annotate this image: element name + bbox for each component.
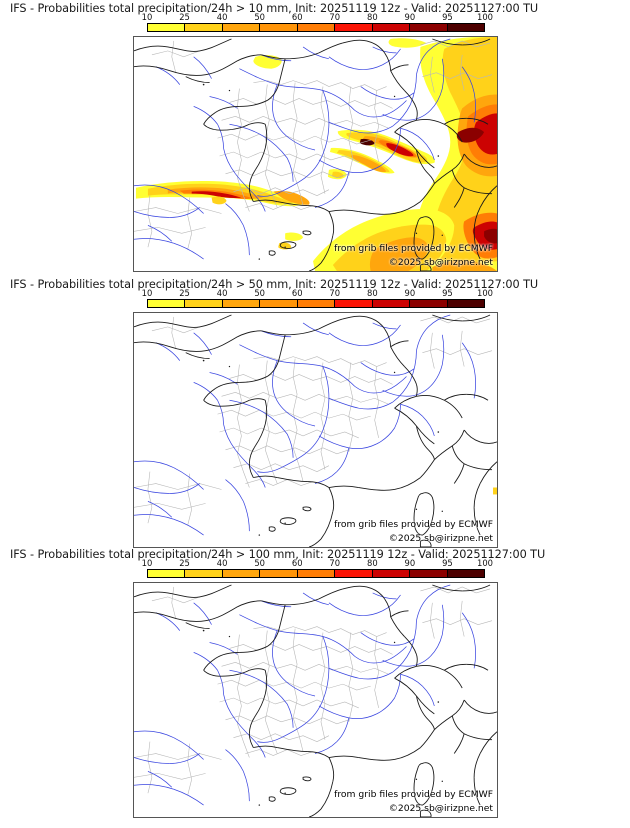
colorbar-segment-50-60 bbox=[260, 24, 298, 31]
colorbar-segment-50-60 bbox=[260, 570, 298, 577]
colorbar-segment-60-70 bbox=[297, 24, 336, 31]
colorbar-bar bbox=[147, 23, 485, 32]
colorbar-tick-80: 80 bbox=[366, 558, 378, 568]
colorbar-tick-90: 90 bbox=[404, 558, 416, 568]
colorbar-segment-10-25 bbox=[148, 300, 186, 307]
colorbar: 10 25 40 50 60 70 80 90 95 100 bbox=[142, 12, 493, 34]
colorbar-segment-80-90 bbox=[372, 570, 411, 577]
map-canvas bbox=[134, 314, 497, 547]
colorbar-segment-40-50 bbox=[222, 570, 261, 577]
colorbar: 10 25 40 50 60 70 80 90 95 100 bbox=[142, 558, 493, 580]
colorbar-segment-60-70 bbox=[297, 300, 336, 307]
colorbar-segment-95-100 bbox=[447, 24, 484, 31]
source-note: from grib files provided by ECMWF bbox=[334, 789, 493, 800]
colorbar-segment-70-80 bbox=[335, 24, 373, 31]
colorbar-segment-90-95 bbox=[410, 570, 448, 577]
colorbar-tick-95: 95 bbox=[442, 12, 453, 22]
copyright-note: ©2025 sb@irizpne.net bbox=[388, 257, 493, 268]
colorbar-segment-10-25 bbox=[148, 24, 186, 31]
colorbar-tick-40: 40 bbox=[216, 12, 228, 22]
colorbar-tick-90: 90 bbox=[404, 12, 416, 22]
colorbar-ticks: 10 25 40 50 60 70 80 90 95 100 bbox=[142, 288, 493, 299]
colorbar-tick-50: 50 bbox=[254, 288, 265, 298]
copyright-note: ©2025 sb@irizpne.net bbox=[388, 533, 493, 544]
colorbar-tick-60: 60 bbox=[291, 12, 303, 22]
panel-title: IFS - Probabilities total precipitation/… bbox=[10, 2, 539, 15]
colorbar-tick-100: 100 bbox=[477, 12, 493, 22]
map-canvas bbox=[134, 584, 497, 817]
colorbar-segment-10-25 bbox=[148, 570, 186, 577]
colorbar-segment-90-95 bbox=[410, 24, 448, 31]
colorbar: 10 25 40 50 60 70 80 90 95 100 bbox=[142, 288, 493, 310]
panel-10mm: IFS - Probabilities total precipitation/… bbox=[0, 0, 630, 276]
panel-100mm: IFS - Probabilities total precipitation/… bbox=[0, 546, 630, 822]
precip-field bbox=[493, 487, 497, 495]
colorbar-segment-25-40 bbox=[185, 570, 223, 577]
colorbar-bar bbox=[147, 569, 485, 578]
colorbar-tick-70: 70 bbox=[329, 12, 341, 22]
map-50mm[interactable]: from grib files provided by ECMWF ©2025 … bbox=[133, 312, 498, 548]
colorbar-tick-25: 25 bbox=[179, 12, 190, 22]
colorbar-segment-70-80 bbox=[335, 300, 373, 307]
panel-50mm: IFS - Probabilities total precipitation/… bbox=[0, 276, 630, 552]
map-10mm[interactable]: from grib files provided by ECMWF ©2025 … bbox=[133, 36, 498, 272]
colorbar-tick-50: 50 bbox=[254, 558, 265, 568]
colorbar-segment-95-100 bbox=[447, 570, 484, 577]
colorbar-segment-70-80 bbox=[335, 570, 373, 577]
colorbar-tick-90: 90 bbox=[404, 288, 416, 298]
colorbar-tick-100: 100 bbox=[477, 558, 493, 568]
colorbar-segment-80-90 bbox=[372, 300, 411, 307]
colorbar-tick-10: 10 bbox=[141, 288, 153, 298]
colorbar-tick-40: 40 bbox=[216, 288, 228, 298]
colorbar-tick-60: 60 bbox=[291, 288, 303, 298]
colorbar-tick-70: 70 bbox=[329, 558, 341, 568]
panel-title: IFS - Probabilities total precipitation/… bbox=[10, 548, 546, 561]
source-note: from grib files provided by ECMWF bbox=[334, 243, 493, 254]
colorbar-ticks: 10 25 40 50 60 70 80 90 95 100 bbox=[142, 12, 493, 23]
colorbar-tick-95: 95 bbox=[442, 288, 453, 298]
source-note: from grib files provided by ECMWF bbox=[334, 519, 493, 530]
colorbar-bar bbox=[147, 299, 485, 308]
panel-title: IFS - Probabilities total precipitation/… bbox=[10, 278, 539, 291]
colorbar-tick-10: 10 bbox=[141, 558, 153, 568]
colorbar-tick-60: 60 bbox=[291, 558, 303, 568]
colorbar-segment-95-100 bbox=[447, 300, 484, 307]
colorbar-tick-40: 40 bbox=[216, 558, 228, 568]
map-canvas bbox=[134, 37, 497, 271]
colorbar-tick-25: 25 bbox=[179, 558, 190, 568]
colorbar-segment-90-95 bbox=[410, 300, 448, 307]
colorbar-segment-40-50 bbox=[222, 24, 261, 31]
colorbar-tick-50: 50 bbox=[254, 12, 265, 22]
map-100mm[interactable]: from grib files provided by ECMWF ©2025 … bbox=[133, 582, 498, 818]
colorbar-tick-80: 80 bbox=[366, 12, 378, 22]
colorbar-tick-95: 95 bbox=[442, 558, 453, 568]
colorbar-tick-100: 100 bbox=[477, 288, 493, 298]
colorbar-ticks: 10 25 40 50 60 70 80 90 95 100 bbox=[142, 558, 493, 569]
colorbar-tick-25: 25 bbox=[179, 288, 190, 298]
colorbar-segment-80-90 bbox=[372, 24, 411, 31]
colorbar-segment-25-40 bbox=[185, 300, 223, 307]
colorbar-segment-25-40 bbox=[185, 24, 223, 31]
copyright-note: ©2025 sb@irizpne.net bbox=[388, 803, 493, 814]
colorbar-segment-50-60 bbox=[260, 300, 298, 307]
colorbar-tick-10: 10 bbox=[141, 12, 153, 22]
colorbar-segment-40-50 bbox=[222, 300, 261, 307]
colorbar-segment-60-70 bbox=[297, 570, 336, 577]
colorbar-tick-80: 80 bbox=[366, 288, 378, 298]
colorbar-tick-70: 70 bbox=[329, 288, 341, 298]
